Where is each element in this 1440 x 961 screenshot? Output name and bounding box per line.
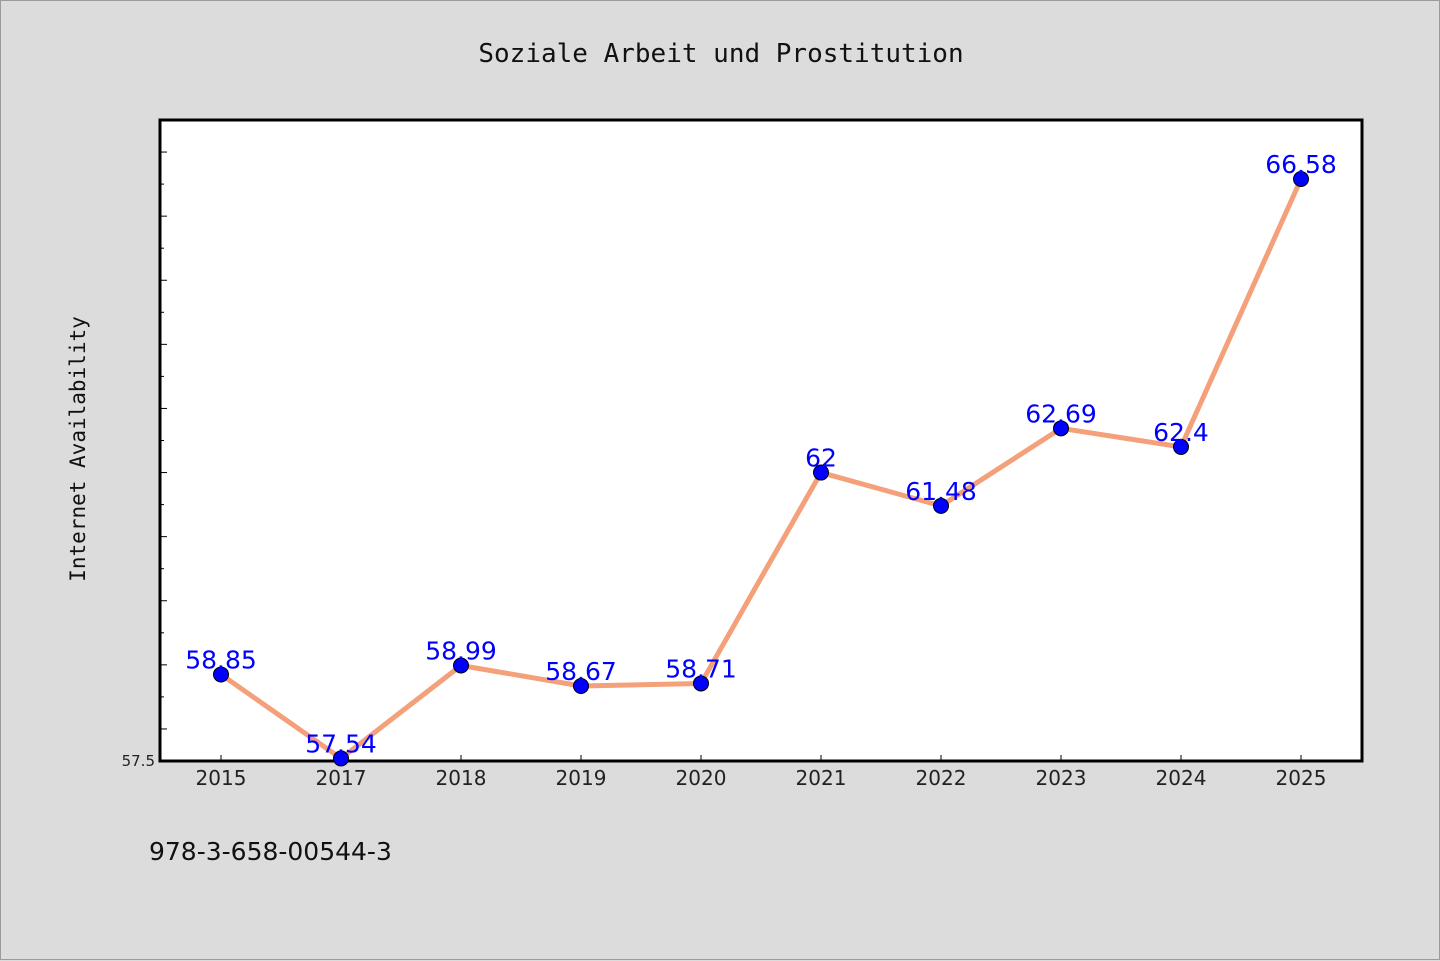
data-label: 58.85: [185, 645, 257, 674]
x-tick-label: 2020: [676, 766, 727, 790]
y-axis-ticks: [160, 119, 167, 762]
data-label: 58.67: [545, 657, 617, 686]
x-axis-tick-labels: 2015 2017 2018 2019 2020 2021 2022 2023 2024 2025: [196, 766, 1327, 790]
x-tick-label: 2024: [1156, 766, 1207, 790]
y-axis-tick-labels: 57.5: [122, 752, 155, 770]
series-line: [218, 176, 1304, 761]
data-label: 61.48: [905, 477, 977, 506]
x-tick-label: 2018: [436, 766, 487, 790]
data-label: 58.99: [425, 636, 497, 665]
data-label: 62.4: [1153, 418, 1209, 447]
data-point: [813, 464, 829, 481]
data-point: [1173, 438, 1189, 455]
data-label: 58.71: [665, 654, 737, 683]
series-markers: [213, 170, 1309, 767]
data-point: [933, 497, 949, 514]
x-tick-label: 2025: [1276, 766, 1327, 790]
x-tick-label: 2021: [796, 766, 847, 790]
x-tick-label: 2023: [1036, 766, 1087, 790]
data-label: 57.54: [305, 729, 377, 758]
data-label: 66.58: [1265, 150, 1337, 179]
y-tick-label: 57.5: [122, 752, 155, 770]
data-point: [213, 666, 229, 683]
plot-area: [158, 118, 1364, 763]
isbn-caption: 978-3-658-00544-3: [149, 837, 392, 866]
data-point: [693, 675, 709, 692]
data-point: [573, 678, 589, 695]
data-point: [1053, 420, 1069, 437]
data-label: 62: [805, 444, 837, 473]
data-point: [453, 657, 469, 674]
x-tick-label: 2019: [556, 766, 607, 790]
y-axis-label: Internet Availability: [66, 316, 90, 582]
x-tick-label: 2022: [916, 766, 967, 790]
data-label: 62.69: [1025, 399, 1097, 428]
data-point: [333, 750, 349, 767]
series-lines: [218, 176, 1304, 761]
data-labels: 58.85 57.54 58.99 58.67 58.71 62 61.48 62.69 62.…: [185, 150, 1337, 758]
x-tick-label: 2015: [196, 766, 247, 790]
x-tick-label: 2017: [316, 766, 367, 790]
data-point: [1293, 170, 1309, 187]
chart-title: Soziale Arbeit und Prostitution: [478, 39, 963, 69]
